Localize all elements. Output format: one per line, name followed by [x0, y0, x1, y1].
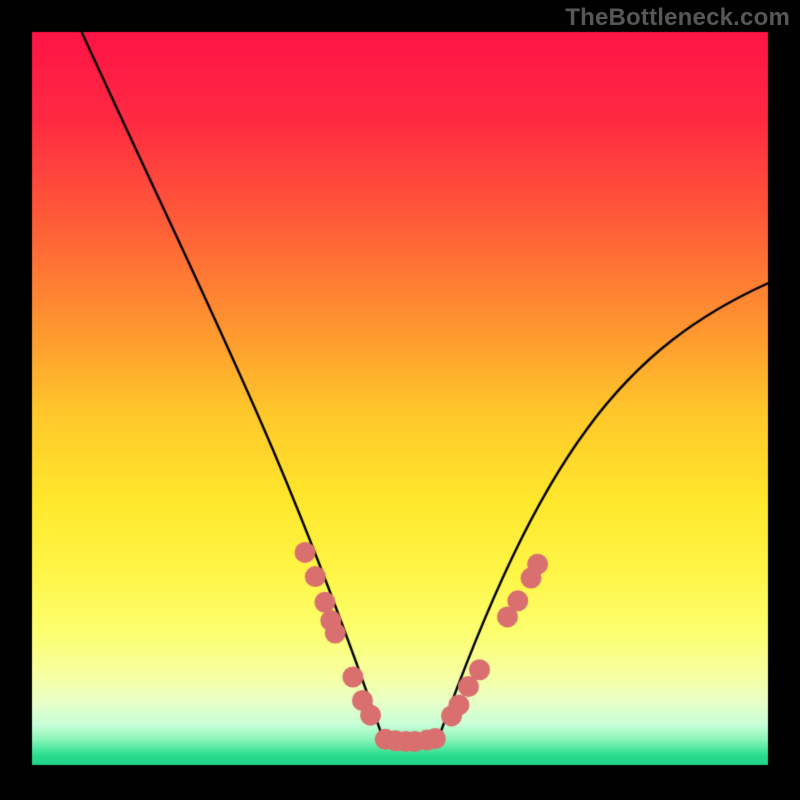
watermark-text: TheBottleneck.com	[565, 4, 790, 32]
bottleneck-curve-chart	[0, 0, 800, 800]
